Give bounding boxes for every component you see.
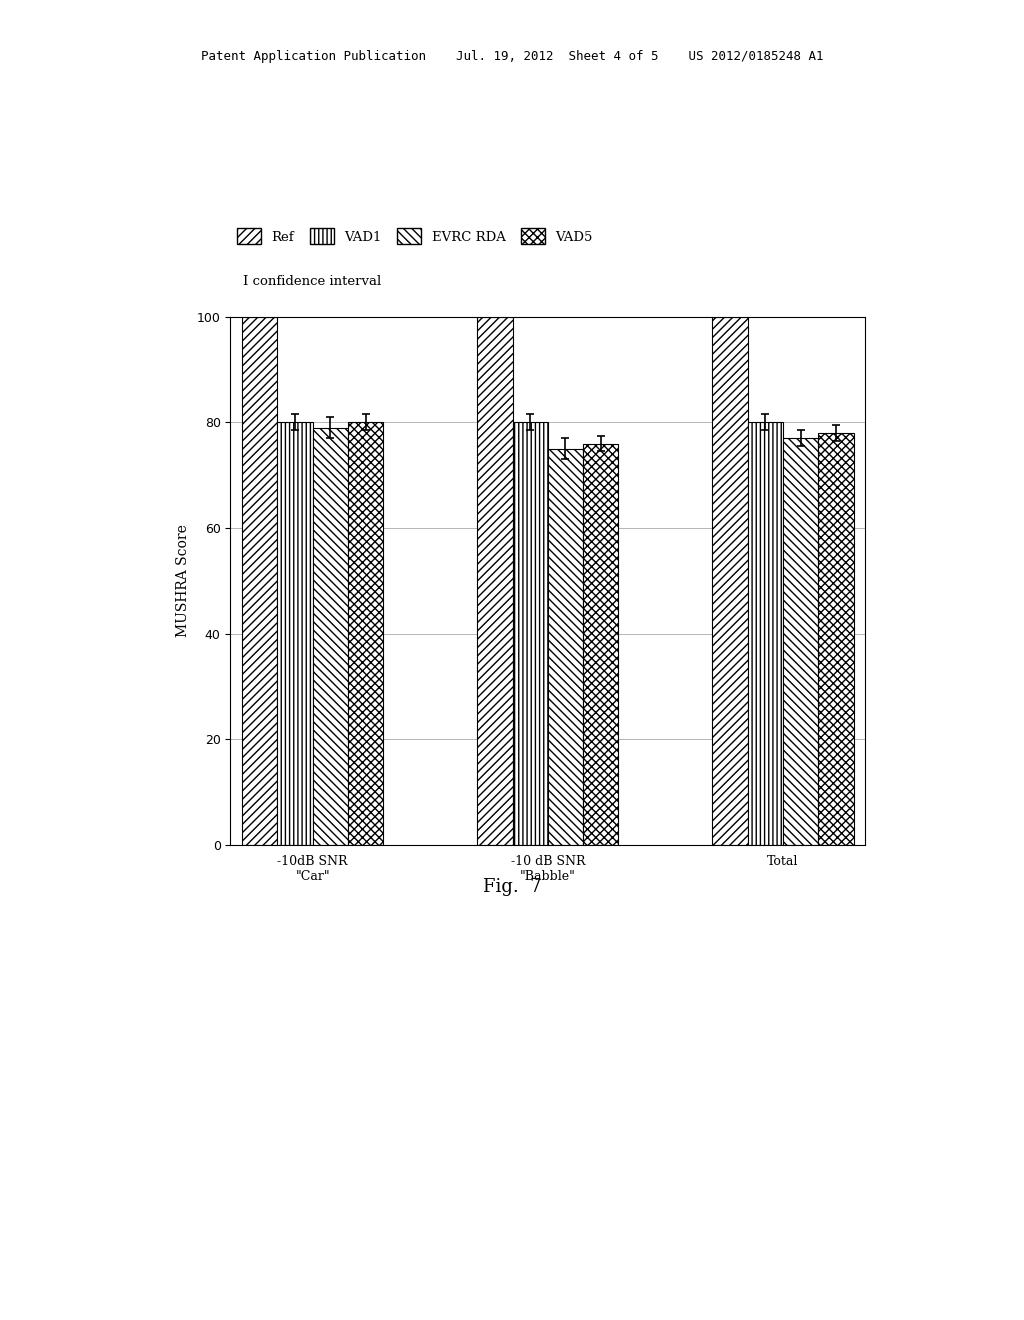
Bar	[713, 317, 748, 845]
Bar	[242, 317, 278, 845]
Bar	[348, 422, 383, 845]
Bar	[818, 433, 854, 845]
Bar	[278, 422, 312, 845]
Text: I confidence interval: I confidence interval	[243, 275, 381, 288]
Bar	[513, 422, 548, 845]
Text: Fig.  7: Fig. 7	[482, 878, 542, 896]
Y-axis label: MUSHRA Score: MUSHRA Score	[176, 524, 189, 638]
Bar	[477, 317, 513, 845]
Bar	[783, 438, 818, 845]
Bar	[548, 449, 583, 845]
Text: Patent Application Publication    Jul. 19, 2012  Sheet 4 of 5    US 2012/0185248: Patent Application Publication Jul. 19, …	[201, 50, 823, 63]
Bar	[312, 428, 348, 845]
Bar	[583, 444, 618, 845]
Legend: Ref, VAD1, EVRC RDA, VAD5: Ref, VAD1, EVRC RDA, VAD5	[237, 228, 593, 244]
Bar	[748, 422, 783, 845]
